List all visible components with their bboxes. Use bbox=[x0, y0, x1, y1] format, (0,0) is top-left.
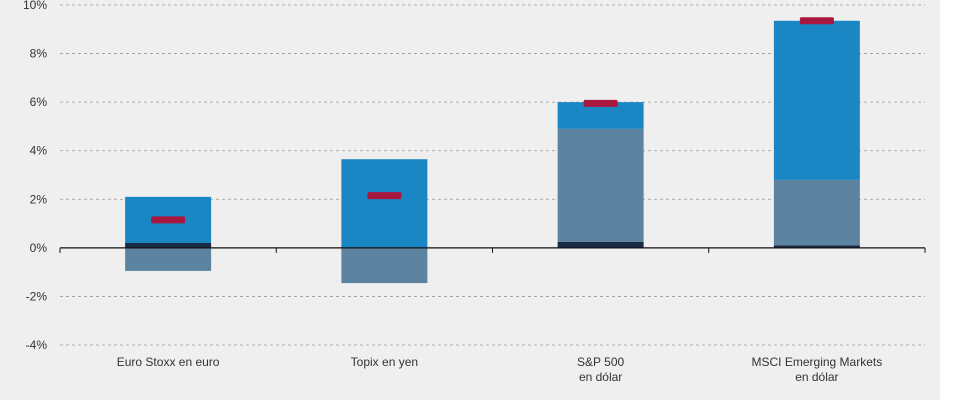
bar-segment bbox=[125, 243, 212, 248]
y-tick-label: 6% bbox=[30, 95, 48, 109]
category-label: S&P 500 bbox=[577, 355, 624, 369]
y-tick-label: 4% bbox=[30, 144, 48, 158]
marker bbox=[799, 17, 834, 25]
y-tick-label: -2% bbox=[26, 289, 48, 303]
category-label: en dólar bbox=[795, 370, 838, 384]
bar-segment bbox=[341, 159, 428, 248]
category-label: Euro Stoxx en euro bbox=[117, 355, 220, 369]
category-labels: Euro Stoxx en euro Topix en yen S&P 500en … bbox=[117, 355, 882, 384]
bars bbox=[125, 20, 860, 284]
y-tick-label: 10% bbox=[23, 0, 47, 12]
y-tick-label: 8% bbox=[30, 47, 48, 61]
bar-segment bbox=[557, 241, 644, 248]
stacked-bar-chart: -4% -2% 0% 2% 4% 6% 8% 10% Euro Stoxx en euro To… bbox=[23, 0, 926, 384]
markers bbox=[151, 17, 834, 224]
category-label: MSCI Emerging Markets bbox=[752, 355, 883, 369]
bar-segment bbox=[773, 20, 860, 180]
y-tick-label: -4% bbox=[26, 338, 48, 352]
bar-segment bbox=[125, 247, 212, 271]
category-label: en dólar bbox=[579, 370, 622, 384]
bar-segment bbox=[773, 179, 860, 246]
y-tick-label: 2% bbox=[30, 192, 48, 206]
y-tick-label: 0% bbox=[30, 241, 48, 255]
marker bbox=[367, 192, 402, 200]
x-axis bbox=[59, 247, 926, 253]
marker bbox=[151, 216, 186, 224]
bar-segment bbox=[341, 247, 428, 284]
bar-segment bbox=[557, 128, 644, 242]
marker bbox=[583, 99, 618, 107]
bar-segment bbox=[773, 245, 860, 248]
y-axis-ticks: -4% -2% 0% 2% 4% 6% 8% 10% bbox=[23, 0, 47, 352]
chart-panel: -4% -2% 0% 2% 4% 6% 8% 10% Euro Stoxx en euro To… bbox=[0, 0, 940, 400]
category-label: Topix en yen bbox=[351, 355, 418, 369]
